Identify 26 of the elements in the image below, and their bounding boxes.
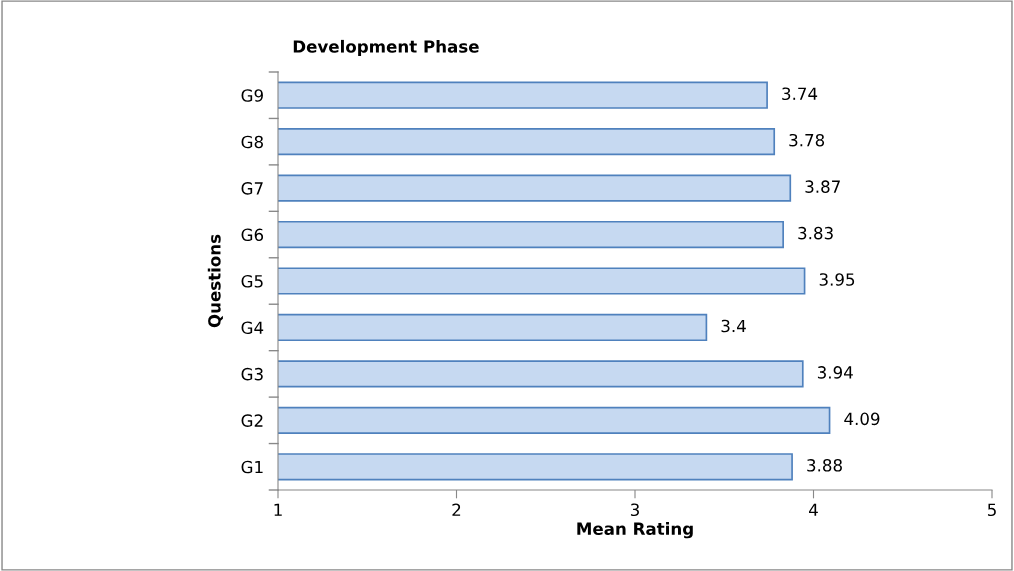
x-tick-label: 5 <box>987 503 996 517</box>
y-tick-label: G9 <box>241 89 263 102</box>
data-label: 3.87 <box>805 180 840 193</box>
y-tick-label: G8 <box>241 135 263 149</box>
y-tick-label: G2 <box>241 414 263 427</box>
data-label: 3.88 <box>807 459 842 472</box>
x-tick-label: 1 <box>274 503 282 516</box>
data-label: 3.78 <box>789 133 825 147</box>
data-label: 3.4 <box>721 319 746 333</box>
x-tick-label: 2 <box>452 503 461 516</box>
y-tick-label: G3 <box>241 367 263 381</box>
y-axis-title: Questions <box>207 234 223 328</box>
chart-title: Development Phase <box>293 39 479 57</box>
data-label: 3.74 <box>782 87 818 101</box>
x-tick-label: 3 <box>630 503 639 517</box>
y-tick-label: G1 <box>241 460 263 474</box>
data-label: 3.83 <box>798 226 833 240</box>
data-label: 3.94 <box>817 366 853 379</box>
data-label: 3.95 <box>819 273 855 286</box>
x-axis-title: Mean Rating <box>577 522 693 539</box>
y-tick-label: G5 <box>241 274 263 288</box>
y-tick-label: G7 <box>241 182 263 195</box>
y-tick-label: G6 <box>241 228 264 242</box>
data-label: 4.09 <box>844 412 880 426</box>
x-tick-label: 4 <box>809 503 818 516</box>
y-tick-label: G4 <box>241 321 264 335</box>
